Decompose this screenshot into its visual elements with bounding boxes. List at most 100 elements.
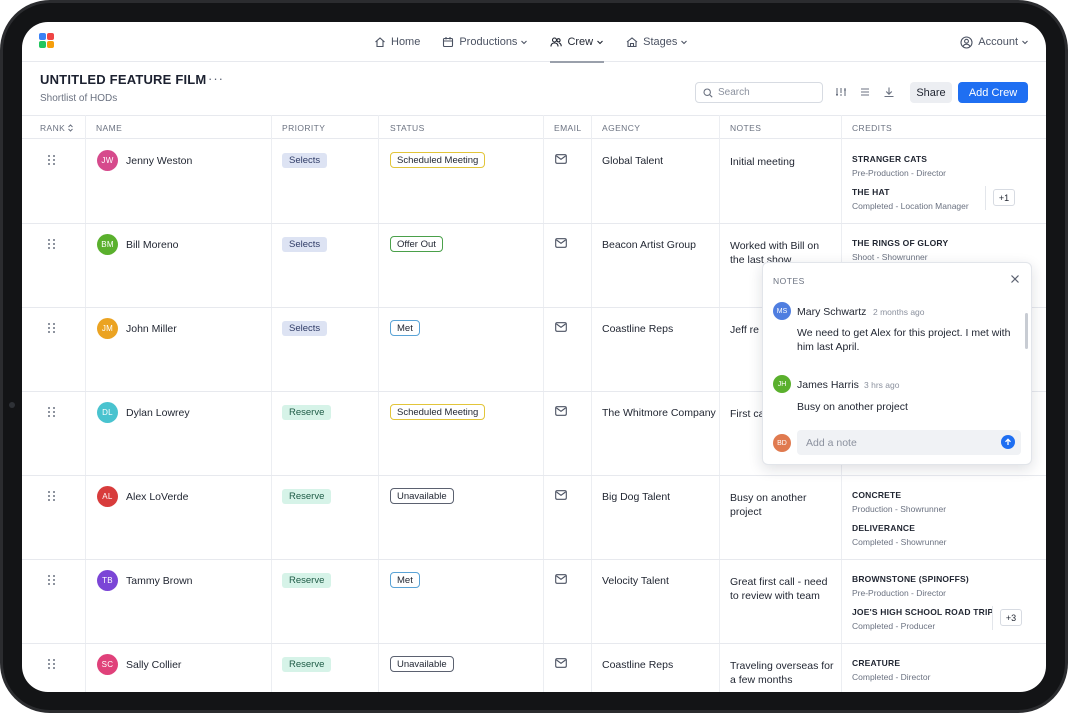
column-divider [271,115,272,692]
priority-badge[interactable]: Reserve [282,573,332,588]
column-credits[interactable]: CREDITS [852,123,893,133]
drag-handle-icon[interactable] [48,407,56,418]
status-badge[interactable]: Offer Out [390,236,443,252]
account-menu[interactable]: Account [960,22,1029,62]
drag-handle-icon[interactable] [48,323,56,334]
column-notes[interactable]: NOTES [730,123,762,133]
notes-text[interactable]: Initial meeting [730,156,795,168]
nav-home-label: Home [391,36,421,48]
column-rank-label: RANK [40,123,66,133]
more-credits-button[interactable]: +3 [1000,609,1022,626]
add-note-field[interactable] [797,430,1021,455]
priority-badge[interactable]: Selects [282,153,328,168]
search-box[interactable] [695,82,823,103]
agency-name: Coastline Reps [602,323,674,335]
more-credits-button[interactable]: +1 [993,189,1015,206]
agency-name: Big Dog Talent [602,491,671,503]
avatar: JW [97,150,118,171]
notes-text[interactable]: Traveling overseas for a few months [730,660,834,686]
column-settings-icon[interactable] [834,85,848,99]
table-row[interactable]: BM Bill Moreno Selects Offer Out Beacon Arti… [22,224,1046,308]
arrow-up-icon [1005,438,1011,445]
nav-productions[interactable]: Productions [442,22,528,62]
send-note-button[interactable] [1001,435,1015,449]
comment-avatar: MS [773,302,791,320]
priority-badge[interactable]: Selects [282,321,328,336]
notes-text[interactable]: Jeff re [730,324,759,336]
nav-stages-label: Stages [643,36,678,48]
crew-name[interactable]: Bill Moreno [126,239,179,251]
status-badge[interactable]: Scheduled Meeting [390,152,486,168]
credit-subtitle: Pre-Production - Director [852,588,947,598]
home-icon [375,37,385,48]
email-icon[interactable] [555,238,567,248]
status-badge[interactable]: Unavailable [390,656,454,672]
drag-handle-icon[interactable] [48,155,56,166]
table-row[interactable]: DL Dylan Lowrey Reserve Scheduled Meeting Th… [22,392,1046,476]
status-badge[interactable]: Scheduled Meeting [390,404,486,420]
add-note-input[interactable] [806,436,986,449]
calendar-icon [443,37,454,48]
email-icon[interactable] [555,154,567,164]
crew-name[interactable]: Jenny Weston [126,155,193,167]
notes-text[interactable]: Busy on another project [730,492,807,518]
crew-name[interactable]: Tammy Brown [126,575,193,587]
priority-badge[interactable]: Reserve [282,405,332,420]
column-name[interactable]: NAME [96,123,123,133]
drag-handle-icon[interactable] [48,491,56,502]
priority-badge[interactable]: Reserve [282,657,332,672]
top-navigation: Home Productions Crew Stages [22,22,1046,63]
share-button[interactable]: Share [910,82,952,103]
agency-name: Coastline Reps [602,659,674,671]
column-email[interactable]: EMAIL [554,123,582,133]
email-icon[interactable] [555,406,567,416]
email-icon[interactable] [555,574,567,584]
drag-handle-icon[interactable] [48,239,56,250]
avatar: BM [97,234,118,255]
close-icon[interactable] [1010,274,1020,284]
app-logo-icon[interactable] [39,33,54,48]
table-row[interactable]: JM John Miller Selects Met Coastline Reps Jef… [22,308,1046,392]
column-agency[interactable]: AGENCY [602,123,641,133]
notes-text[interactable]: Great first call - need to review with t… [730,576,828,602]
status-badge[interactable]: Met [390,572,420,588]
email-icon[interactable] [555,490,567,500]
table-row[interactable]: TB Tammy Brown Reserve Met Velocity Talent Gr… [22,560,1046,644]
crew-name[interactable]: John Miller [126,323,177,335]
search-input[interactable] [718,87,814,98]
email-icon[interactable] [555,322,567,332]
crew-name[interactable]: Alex LoVerde [126,491,189,503]
list-view-icon[interactable] [858,85,872,99]
crew-name[interactable]: Dylan Lowrey [126,407,190,419]
table-row[interactable]: SC Sally Collier Reserve Unavailable Coastli… [22,644,1046,692]
scrollbar[interactable] [1025,313,1028,349]
crew-name[interactable]: Sally Collier [126,659,182,671]
column-priority[interactable]: PRIORITY [282,123,326,133]
status-badge[interactable]: Unavailable [390,488,454,504]
priority-badge[interactable]: Reserve [282,489,332,504]
nav-stages[interactable]: Stages [626,22,688,62]
add-crew-button[interactable]: Add Crew [958,82,1028,103]
chevron-down-icon [521,40,528,45]
my-avatar: BD [773,434,791,452]
column-status[interactable]: STATUS [390,123,425,133]
drag-handle-icon[interactable] [48,575,56,586]
column-rank[interactable]: RANK [40,123,74,133]
status-badge[interactable]: Met [390,320,420,336]
priority-badge[interactable]: Selects [282,237,328,252]
download-icon[interactable] [882,85,896,99]
avatar: DL [97,402,118,423]
more-options-button[interactable]: ··· [208,71,224,86]
nav-crew[interactable]: Crew [550,22,604,63]
comment-time: 2 months ago [873,307,925,317]
table-row[interactable]: JW Jenny Weston Selects Scheduled Meeting Gl… [22,140,1046,224]
users-icon [550,37,563,47]
nav-home[interactable]: Home [374,22,420,62]
avatar: AL [97,486,118,507]
drag-handle-icon[interactable] [48,659,56,670]
table-row[interactable]: AL Alex LoVerde Reserve Unavailable Big Dog … [22,476,1046,560]
column-divider [591,115,592,692]
column-divider [85,115,86,692]
email-icon[interactable] [555,658,567,668]
credit-title: CREATURE [852,658,901,668]
